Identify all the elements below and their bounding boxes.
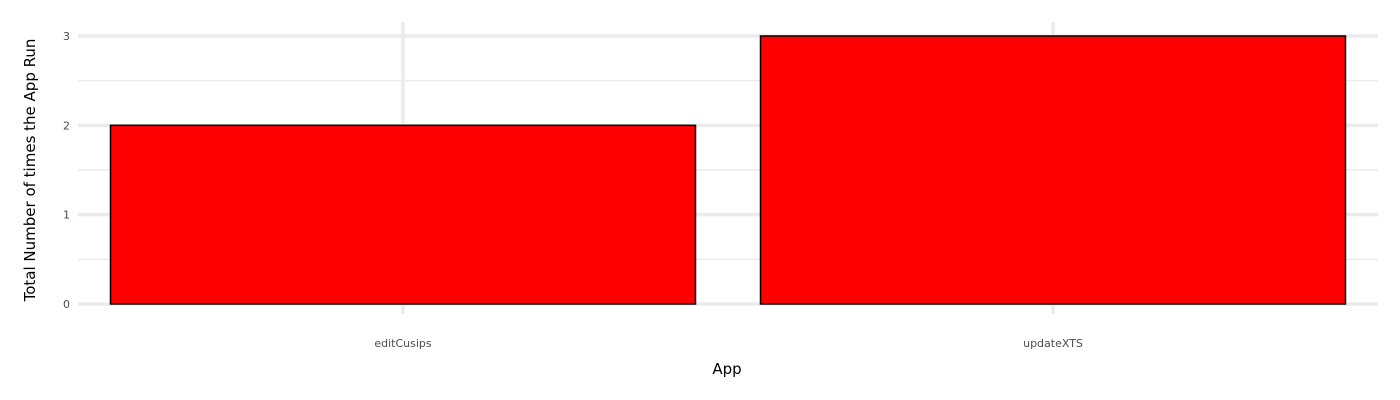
y-tick-label: 2 xyxy=(63,119,70,132)
y-axis-title: Total Number of times the App Run xyxy=(21,39,39,303)
x-axis-ticks: editCusips updateXTS xyxy=(374,337,1083,350)
y-axis-ticks: 0 1 2 3 xyxy=(63,30,70,311)
y-tick-label: 0 xyxy=(63,298,70,311)
x-axis-title: App xyxy=(712,360,741,378)
bars xyxy=(109,35,1347,305)
y-tick-label: 3 xyxy=(63,30,70,43)
x-tick-label: updateXTS xyxy=(1023,337,1083,350)
x-tick-label: editCusips xyxy=(374,337,432,350)
bar-updateXTS xyxy=(759,35,1347,305)
y-tick-label: 1 xyxy=(63,209,70,222)
bar-editCusips xyxy=(109,124,697,305)
